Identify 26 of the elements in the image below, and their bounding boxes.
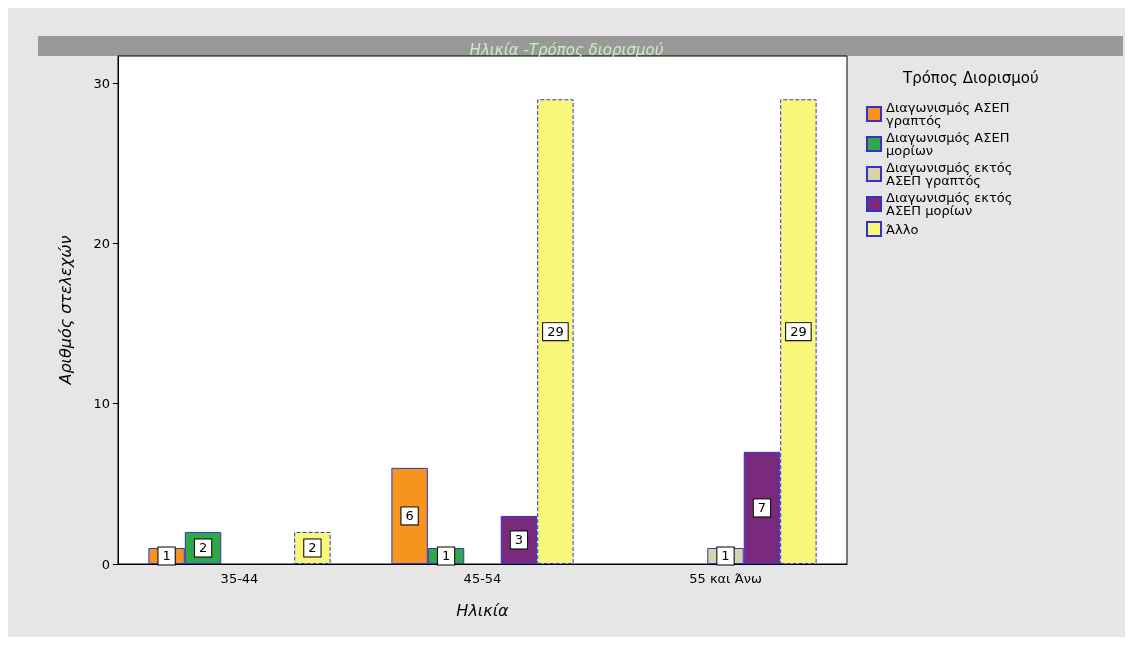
data-label: 7	[757, 500, 767, 516]
legend-label: Άλλο	[886, 221, 919, 237]
y-tick-label: 30	[93, 75, 110, 91]
data-label: 29	[790, 324, 807, 340]
legend-title: Τρόπος Διορισμού	[902, 68, 1039, 87]
y-tick-label: 10	[93, 396, 110, 412]
data-label: 6	[405, 508, 414, 524]
data-label: 1	[162, 548, 171, 564]
legend-label: Διαγωνισμός ΑΣΕΠ μορίων	[886, 130, 1014, 158]
data-label: 1	[721, 548, 730, 564]
x-tick-label: 45-54	[463, 571, 502, 586]
x-tick-label: 55 και Άνω	[689, 571, 762, 586]
legend-label: Διαγωνισμός εκτός ΑΣΕΠ γραπτός	[886, 160, 1017, 188]
x-tick-label: 35-44	[220, 571, 259, 586]
y-axis-title: Αριθμός στελεχών	[55, 235, 75, 386]
y-tick-label: 20	[93, 236, 110, 251]
data-label: 3	[514, 532, 524, 548]
legend-label: Διαγωνισμός εκτός ΑΣΕΠ μορίων	[886, 190, 1017, 218]
y-tick-label: 0	[101, 556, 110, 572]
legend-label: Διαγωνισμός ΑΣΕΠ γραπτός	[886, 100, 1014, 128]
data-label: 1	[441, 548, 451, 564]
data-label: 29	[547, 324, 564, 340]
data-label: 2	[308, 540, 317, 556]
data-label: 2	[198, 540, 208, 556]
x-axis-title: Ηλικία	[456, 600, 510, 620]
chart-title: Ηλικία -Τρόπος διορισμού	[469, 40, 664, 59]
